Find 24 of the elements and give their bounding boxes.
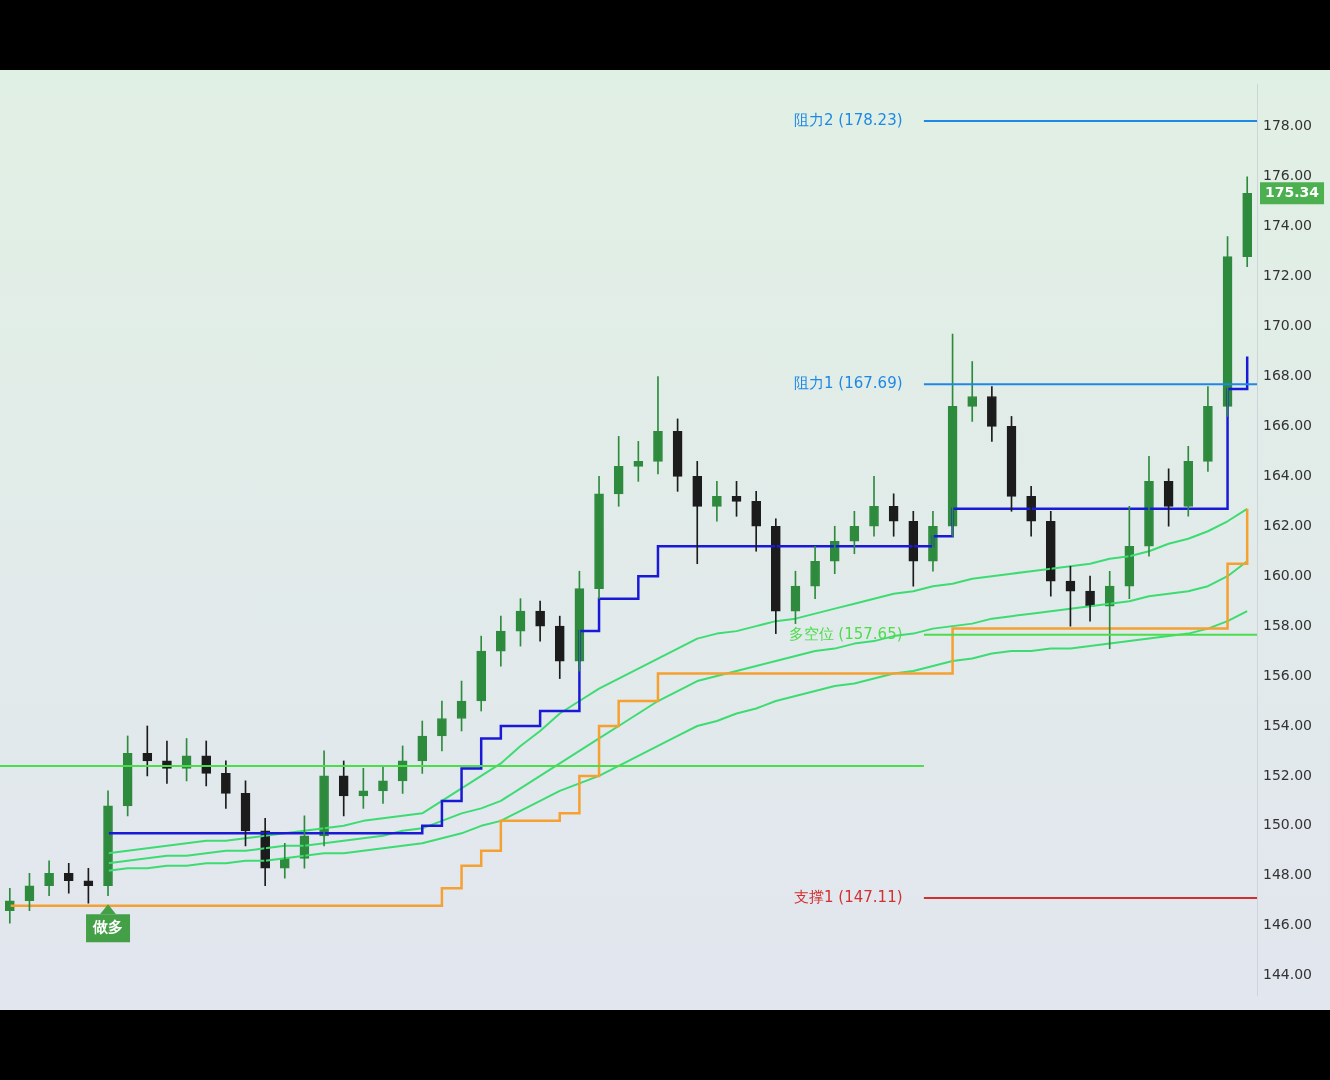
y-tick-label: 148.00 [1263,866,1313,883]
y-tick-label: 172.00 [1263,267,1313,284]
y-tick-label: 150.00 [1263,816,1313,833]
y-tick-label: 160.00 [1263,566,1313,583]
y-tick-label: 170.00 [1263,317,1313,334]
text: 175.34 [1265,183,1320,200]
y-tick-label: 144.00 [1263,966,1313,983]
ref-line-label: 阻力2 (178.23) [794,110,903,129]
y-tick-label: 174.00 [1263,217,1313,234]
ref-line-label: 多空位 (157.65) [788,624,903,643]
y-tick-label: 146.00 [1263,916,1313,933]
y-tick-label: 166.00 [1263,417,1313,434]
y-tick-label: 156.00 [1263,666,1313,683]
y-tick-label: 154.00 [1263,716,1313,733]
y-tick-label: 176.00 [1263,167,1313,184]
y-tick-label: 168.00 [1263,367,1313,384]
ref-line-label: 阻力1 (167.69) [794,374,903,393]
ref-line-label: 支撑1 (147.11) [794,887,903,906]
y-tick-label: 158.00 [1263,616,1313,633]
y-tick-label: 152.00 [1263,766,1313,783]
y-tick-label: 164.00 [1263,466,1313,483]
y-tick-label: 162.00 [1263,516,1313,533]
y-tick-label: 178.00 [1263,117,1313,134]
annotation: 做多 [92,918,124,937]
